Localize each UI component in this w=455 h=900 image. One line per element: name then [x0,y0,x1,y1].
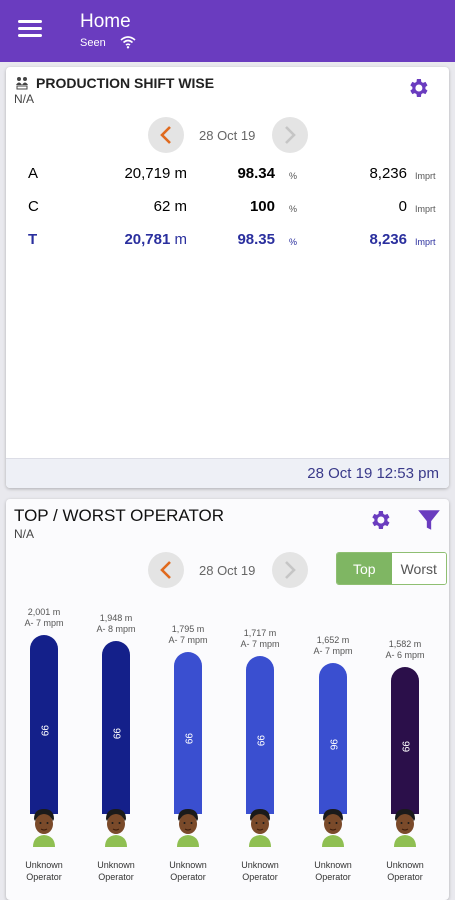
operator-speed: A- 7 mpm [168,635,208,645]
percent-unit: % [289,204,298,214]
impressions-unit: Imprt [415,204,436,214]
operator-bar: 99 [102,641,130,814]
top-worst-toggle[interactable]: Top Worst [336,552,447,585]
operator-column[interactable]: 1,582 m A- 6 mpm 99 Unknown Operator [375,607,435,897]
impressions-value: 0 [398,198,407,215]
operators-icon [16,77,28,90]
operator-score: 99 [110,727,122,739]
operator-length: 1,948 m [99,613,133,623]
operator-column[interactable]: 1,717 m A- 7 mpm 99 Unknown Operator [230,607,290,897]
card-title: PRODUCTION SHIFT WISE [36,75,215,91]
production-shift-card: PRODUCTION SHIFT WISE N/A 28 Oct 19 A 20… [6,67,449,488]
operator-speed: A- 7 mpm [24,618,64,628]
operator-speed: A- 7 mpm [240,639,280,649]
page-title: Home [80,11,131,32]
date-label: 28 Oct 19 [199,563,256,578]
date-label: 28 Oct 19 [199,128,256,143]
operator-bar: 99 [246,656,274,814]
percent-value: 100 [249,198,275,215]
operator-bar: 99 [30,635,58,814]
operator-length: 1,652 m [316,635,350,645]
impressions-value: 8,236 [369,165,407,182]
operator-speed: A- 6 mpm [385,650,425,660]
top-toggle-button[interactable]: Top [337,553,392,584]
impressions-value: 8,236 [369,231,407,248]
card-subtitle: N/A [14,92,35,106]
percent-value: 98.34 [237,165,275,182]
shift-label: C [28,198,39,215]
length-value: 20,781 m [124,231,187,248]
operator-column[interactable]: 2,001 m A- 7 mpm 99 Unknown Operator [14,607,74,897]
operator-column[interactable]: 1,948 m A- 8 mpm 99 Unknown Operator [86,607,146,897]
operator-avatar-icon [394,809,416,847]
operator-score: 99 [399,740,411,752]
chevron-left-icon [160,561,171,579]
app-bar: Home Seen [0,0,455,62]
hamburger-menu-icon[interactable] [18,20,42,38]
card-footer: 28 Oct 19 12:53 pm [6,458,449,488]
operator-score: 96 [327,738,339,750]
operator-length: 2,001 m [27,607,61,617]
operator-name: Unknown Operator [314,860,352,882]
shift-row: A 20,719 m 98.34 % 8,236 Imprt [6,165,449,189]
next-date-button[interactable] [272,117,308,153]
impressions-unit: Imprt [415,171,436,181]
operator-speed: A- 8 mpm [96,624,136,634]
shift-row: C 62 m 100 % 0 Imprt [6,198,449,222]
length-value: 20,719 m [124,165,187,182]
operator-avatar-icon [105,809,127,847]
operator-avatar-icon [33,809,55,847]
operator-bar: 99 [391,667,419,814]
operator-bar: 99 [174,652,202,814]
chevron-right-icon [285,561,296,579]
length-value: 62 m [153,198,187,215]
last-updated-time: 28 Oct 19 12:53 pm [307,465,439,482]
chevron-left-icon [160,126,171,144]
operator-avatar-icon [177,809,199,847]
card-subtitle: N/A [14,527,35,541]
next-date-button[interactable] [272,552,308,588]
operator-column[interactable]: 1,795 m A- 7 mpm 99 Unknown Operator [158,607,218,897]
filter-icon[interactable] [416,507,442,533]
operator-length: 1,795 m [171,624,205,634]
operator-length: 1,582 m [388,639,422,649]
page-subtitle: Seen [80,37,106,49]
settings-gear-icon[interactable] [368,508,392,532]
previous-date-button[interactable] [148,552,184,588]
operator-avatar-icon [249,809,271,847]
operator-speed: A- 7 mpm [313,646,353,656]
operator-name: Unknown Operator [97,860,135,882]
operator-length: 1,717 m [243,628,277,638]
operator-column[interactable]: 1,652 m A- 7 mpm 96 Unknown Operator [303,607,363,897]
percent-unit: % [289,171,298,181]
operator-avatar-icon [322,809,344,847]
worst-toggle-button[interactable]: Worst [391,553,446,584]
impressions-unit: Imprt [415,237,436,247]
percent-value: 98.35 [237,231,275,248]
operator-score: 99 [182,732,194,745]
card-title: TOP / WORST OPERATOR [14,506,225,525]
operator-score: 99 [38,724,50,736]
shift-label: A [28,165,39,182]
operator-name: Unknown Operator [386,860,424,882]
operator-score: 99 [254,734,266,747]
operator-name: Unknown Operator [241,860,279,882]
wifi-icon [120,36,136,49]
operator-name: Unknown Operator [169,860,207,882]
operator-name: Unknown Operator [25,860,63,882]
shift-label: T [28,231,38,248]
top-worst-operator-card: TOP / WORST OPERATOR N/A 28 Oct 19 Top W… [6,499,449,900]
previous-date-button[interactable] [148,117,184,153]
settings-gear-icon[interactable] [406,76,430,100]
chevron-right-icon [285,126,296,144]
operator-bar: 96 [319,663,347,814]
total-row: T 20,781 m 98.35 % 8,236 Imprt [6,231,449,255]
percent-unit: % [289,237,298,247]
